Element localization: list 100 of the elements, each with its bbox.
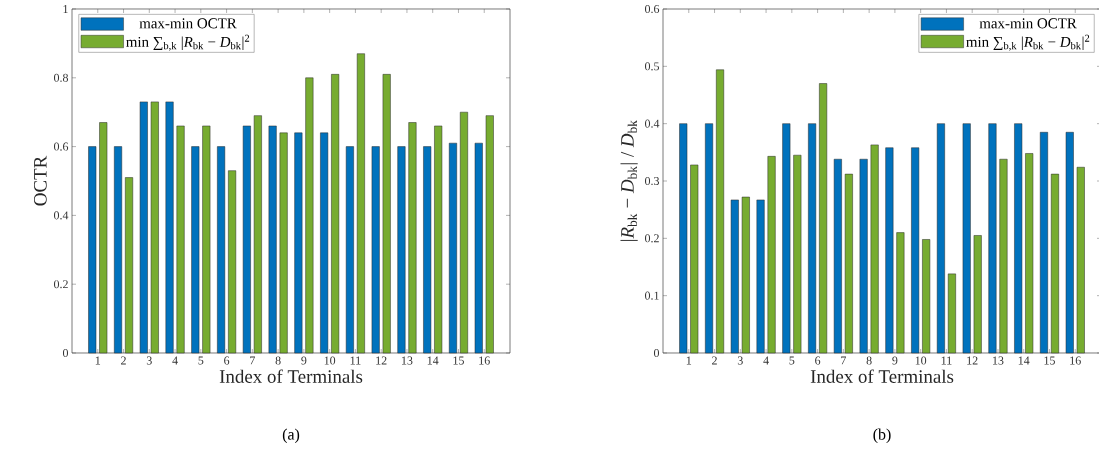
bar xyxy=(268,125,277,354)
y-tick-label: 1 xyxy=(63,5,68,13)
x-tick-label: 1 xyxy=(686,356,692,365)
x-tick-label: 8 xyxy=(275,356,281,365)
legend-label: max-min OCTR xyxy=(139,18,237,29)
bar xyxy=(936,123,945,354)
bar xyxy=(371,146,380,354)
bar xyxy=(139,101,148,354)
bar xyxy=(459,111,468,354)
x-tick-label: 9 xyxy=(892,356,898,365)
bar xyxy=(165,101,174,354)
x-tick-label: 5 xyxy=(789,356,795,365)
x-axis-title: Index of Terminals xyxy=(810,369,954,383)
x-tick-label: 15 xyxy=(453,356,464,365)
x-tick-label: 15 xyxy=(1044,356,1055,365)
bar xyxy=(767,156,776,354)
bar xyxy=(1039,132,1048,354)
x-tick-label: 9 xyxy=(301,356,307,365)
bar xyxy=(423,146,432,354)
bar xyxy=(782,123,791,354)
legend-label: max-min OCTR xyxy=(979,18,1077,29)
bar xyxy=(859,158,868,354)
x-tick-label: 6 xyxy=(224,356,230,365)
bar xyxy=(382,74,391,354)
text: (a) xyxy=(282,428,300,443)
x-tick-label: 8 xyxy=(866,356,872,365)
bar xyxy=(331,74,340,354)
y-tick-label: 0 xyxy=(653,348,660,358)
bar xyxy=(947,273,956,354)
x-tick-label: 3 xyxy=(146,356,152,365)
bar xyxy=(408,122,417,354)
bar xyxy=(345,146,354,354)
bar xyxy=(434,125,443,354)
bar xyxy=(88,146,97,354)
text: min ∑$_{b,k}$ |R$_{bk}$ − D$_{bk}$|$^{2}$ xyxy=(966,34,1090,51)
bar xyxy=(1025,153,1034,354)
bar xyxy=(819,83,828,354)
x-tick-label: 11 xyxy=(350,356,361,365)
bar xyxy=(679,123,688,354)
bar xyxy=(896,232,905,354)
bar xyxy=(202,125,211,354)
x-tick-label: 16 xyxy=(1070,356,1081,365)
bar xyxy=(911,147,920,354)
bar xyxy=(844,173,853,354)
text: |R$_{bk}$ − D$_{bk}$| / D$_{bk}$ xyxy=(620,120,638,241)
bar xyxy=(999,158,1008,354)
bar xyxy=(730,199,739,354)
bar xyxy=(474,142,483,354)
x-tick-label: 10 xyxy=(324,356,336,365)
x-axis-title: Index of Terminals xyxy=(219,369,363,383)
x-tick-label: 7 xyxy=(250,356,255,365)
bar xyxy=(756,199,765,354)
x-tick-label: 13 xyxy=(993,356,1004,365)
x-tick-label: 10 xyxy=(915,356,927,365)
x-tick-label: 13 xyxy=(402,356,413,365)
bar xyxy=(279,132,288,354)
bar xyxy=(191,146,200,354)
bar xyxy=(253,115,262,354)
bar xyxy=(242,125,251,354)
y-tick-label: 0.8 xyxy=(53,73,69,82)
x-tick-label: 6 xyxy=(815,356,821,365)
bar xyxy=(125,177,134,354)
bar xyxy=(1014,123,1023,354)
x-tick-label: 3 xyxy=(737,356,743,365)
bar xyxy=(448,142,457,354)
bar xyxy=(833,158,842,354)
bar xyxy=(1050,173,1059,354)
x-tick-label: 14 xyxy=(427,356,439,365)
bar xyxy=(320,132,329,354)
x-tick-label: 14 xyxy=(1018,356,1030,365)
x-tick-label: 4 xyxy=(172,356,178,365)
y-tick-label: 0.3 xyxy=(645,176,660,186)
x-tick-label: 12 xyxy=(376,356,387,365)
y-tick-label: 0 xyxy=(62,348,69,358)
text: (b) xyxy=(873,428,891,443)
x-tick-label: 2 xyxy=(712,356,717,365)
bar xyxy=(741,196,750,354)
bar xyxy=(1076,166,1085,354)
bar xyxy=(485,115,494,354)
bar xyxy=(705,123,714,354)
bar xyxy=(690,164,699,354)
y-tick-label: 0.2 xyxy=(53,280,68,289)
y-tick-label: 0.6 xyxy=(53,142,69,151)
x-tick-label: 16 xyxy=(479,356,490,365)
x-tick-label: 4 xyxy=(763,356,769,365)
bar xyxy=(305,77,314,354)
bar xyxy=(176,125,185,354)
bar xyxy=(228,170,237,354)
bar xyxy=(1065,132,1074,354)
bar xyxy=(99,122,108,354)
bar xyxy=(973,235,982,354)
bar xyxy=(716,69,725,354)
y-tick-label: 0.2 xyxy=(645,234,659,243)
bar xyxy=(870,144,879,354)
x-tick-label: 11 xyxy=(941,356,952,365)
y-tick-label: 0.4 xyxy=(645,119,660,128)
bar xyxy=(808,123,817,354)
x-tick-label: 12 xyxy=(967,356,978,365)
bar xyxy=(356,53,365,354)
bar xyxy=(885,147,894,354)
